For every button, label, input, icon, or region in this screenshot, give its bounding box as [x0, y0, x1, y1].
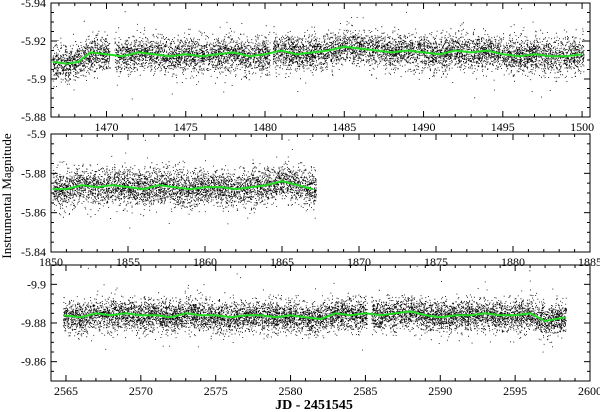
x-tick-label: 1880 — [501, 255, 525, 269]
x-tick-label: 2570 — [129, 384, 153, 398]
x-tick-label: 1470 — [94, 120, 118, 134]
y-tick-label: -5.88 — [21, 166, 46, 180]
x-tick-label: 2590 — [428, 384, 452, 398]
panel-3: 2565 2570 2575 2580 2585 2590 2595 2600 -9.9 -9.8… — [21, 264, 600, 398]
x-tick-label: 2580 — [279, 384, 303, 398]
x-tick-label: 2595 — [503, 384, 527, 398]
panel-2: 1850 1855 1860 1865 1870 1875 1880 1885-5.9-5.8… — [21, 127, 600, 269]
y-axis-label: Instrumental Magnitude — [0, 133, 14, 259]
y-tick-label: -9.86 — [21, 355, 46, 369]
x-tick-label: 2600 — [578, 384, 600, 398]
y-tick-label: -9.88 — [21, 316, 46, 330]
x-tick-label: 1490 — [412, 120, 436, 134]
y-tick-label: -5.88 — [21, 110, 46, 124]
y-tick-label: -5.9 — [27, 127, 46, 141]
y-tick-label: -5.94 — [21, 0, 46, 10]
x-tick-label: 2575 — [204, 384, 228, 398]
scatter-points — [52, 3, 585, 100]
x-tick-label: 2565 — [54, 384, 78, 398]
x-tick-label: 1485 — [332, 120, 356, 134]
scatter-points — [63, 266, 567, 353]
x-axis-label: JD - 2451545 — [275, 398, 353, 412]
x-tick-label: 1885 — [578, 255, 600, 269]
x-tick-label: 1875 — [424, 255, 448, 269]
scatter-points — [52, 139, 317, 229]
plot-frame — [50, 133, 591, 253]
y-tick-label: -5.92 — [21, 34, 46, 48]
panel-1: 1470 1475 1480 1485 1490 1495 1500 -5.94 -5.92 -5… — [21, 0, 594, 134]
smoothed-line — [52, 180, 314, 191]
y-tick-label: -5.86 — [21, 206, 46, 220]
x-tick-label: 1475 — [174, 120, 198, 134]
y-tick-label: -5.84 — [21, 245, 46, 259]
x-tick-label: 1500 — [570, 120, 594, 134]
y-tick-label: -9.9 — [27, 277, 46, 291]
x-tick-label: 1480 — [253, 120, 277, 134]
smoothed-line — [62, 310, 567, 323]
y-tick-label: -5.9 — [27, 72, 46, 86]
x-tick-label: 1855 — [116, 255, 140, 269]
x-tick-label: 1495 — [491, 120, 515, 134]
smoothed-line — [52, 45, 583, 65]
x-tick-label: 2585 — [353, 384, 377, 398]
x-tick-label: 1860 — [193, 255, 217, 269]
